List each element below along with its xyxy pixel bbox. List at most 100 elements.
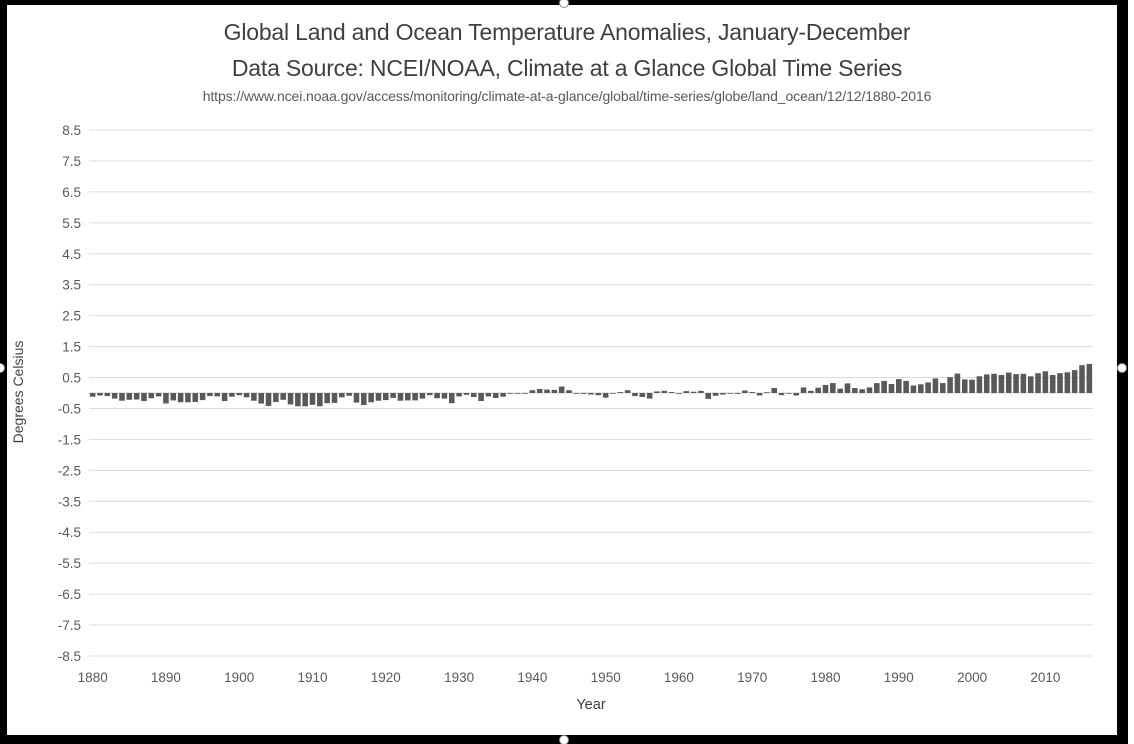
x-tick-label: 1880 [78,670,108,685]
temperature-bar-1924 [412,392,418,401]
temperature-bar-1998 [954,373,961,393]
y-tick-label: 8.5 [62,123,81,138]
temperature-bar-1905 [273,392,279,402]
y-tick-label: -7.5 [58,618,81,633]
temperature-bar-1984 [852,388,858,393]
temperature-bar-1986 [866,387,873,393]
temperature-bar-1988 [881,380,887,393]
temperature-bar-1909 [302,392,308,407]
temperature-bar-2004 [998,375,1005,393]
temperature-bar-1979 [815,387,821,393]
x-tick-label: 1990 [884,670,914,685]
temperature-bar-1881 [97,392,103,396]
temperature-bar-1972 [764,392,770,393]
temperature-bar-1889 [155,392,162,397]
temperature-bar-1890 [163,392,169,404]
temperature-bar-1894 [192,392,199,402]
temperature-bar-1960 [676,392,682,394]
y-tick-label: 3.5 [62,278,81,293]
x-tick-label: 2010 [1030,670,1060,685]
resize-handle-bottom[interactable] [559,735,569,744]
temperature-bar-1929 [448,392,455,404]
temperature-bar-1965 [712,392,719,396]
x-tick-label: 1960 [664,670,694,685]
temperature-bar-1914 [339,392,345,398]
temperature-bar-1935 [492,392,499,398]
x-tick-label: 1940 [517,670,547,685]
temperature-bar-1884 [119,392,125,401]
temperature-bar-1943 [551,389,558,393]
temperature-bar-1888 [148,392,155,399]
temperature-bar-1991 [903,380,909,393]
temperature-bar-1950 [602,392,609,398]
temperature-bar-1985 [859,389,865,393]
temperature-bar-1899 [229,392,235,397]
temperature-bar-1956 [646,392,653,399]
temperature-bar-1930 [456,392,462,397]
temperature-bar-1897 [214,392,221,397]
temperature-bar-1967 [727,392,734,394]
temperature-bar-2013 [1064,372,1071,393]
y-tick-label: -5.5 [58,556,81,571]
temperature-bar-1980 [822,384,829,393]
temperature-bar-1928 [441,392,448,399]
temperature-bar-1973 [771,388,777,393]
y-tick-label: 0.5 [62,371,81,386]
temperature-bar-1906 [280,392,286,400]
temperature-bar-1981 [830,383,836,393]
y-tick-label: -4.5 [58,525,81,540]
x-tick-label: 1910 [297,670,327,685]
temperature-bar-2000 [969,379,975,393]
temperature-bar-1953 [624,390,631,393]
temperature-bar-1957 [654,391,660,393]
temperature-bar-1920 [383,392,389,401]
x-tick-label: 1950 [591,670,621,685]
temperature-bar-2008 [1027,376,1034,393]
temperature-bar-1974 [778,392,785,396]
temperature-bar-1926 [426,392,433,396]
temperature-bar-1898 [221,392,228,402]
temperature-bar-1896 [207,392,213,397]
resize-handle-top[interactable] [559,0,569,8]
x-axis-title: Year [576,697,606,713]
temperature-bar-2003 [991,373,997,393]
y-tick-label: -6.5 [58,587,81,602]
temperature-bar-1945 [566,390,572,393]
temperature-bar-1913 [331,392,338,403]
temperature-bar-1921 [390,392,396,398]
temperature-bar-1882 [104,392,111,397]
temperature-bar-1885 [126,392,133,400]
temperature-bar-1954 [632,392,638,397]
temperature-bar-1917 [361,392,367,406]
y-tick-label: -1.5 [58,432,81,447]
temperature-bar-1904 [265,392,272,406]
temperature-bar-1976 [793,392,799,396]
temperature-bar-1939 [522,392,528,394]
temperature-bar-2001 [976,376,983,393]
resize-handle-right[interactable] [1117,363,1127,373]
y-tick-label: 2.5 [62,309,81,324]
temperature-bar-2007 [1020,373,1027,393]
temperature-bar-1994 [925,382,931,393]
temperature-bar-1951 [610,392,616,394]
temperature-bar-1936 [500,392,506,397]
y-tick-label: -8.5 [58,649,81,664]
temperature-bar-1912 [324,392,330,404]
temperature-bar-1983 [844,383,851,393]
temperature-bar-1995 [932,378,939,393]
temperature-bar-1895 [199,392,206,401]
y-tick-label: -2.5 [58,463,81,478]
temperature-bar-1934 [485,392,492,397]
temperature-bar-1910 [309,392,316,405]
temperature-bar-1940 [529,390,536,393]
temperature-bar-1963 [698,390,704,393]
temperature-bar-1996 [939,383,946,393]
x-tick-label: 1900 [224,670,254,685]
temperature-bar-2014 [1071,370,1078,393]
temperature-bar-1977 [800,387,807,393]
temperature-bar-2016 [1086,363,1093,393]
temperature-bar-1947 [580,392,587,394]
temperature-bar-1887 [141,392,147,402]
temperature-bar-1922 [397,392,404,401]
temperature-bar-1919 [375,392,382,401]
